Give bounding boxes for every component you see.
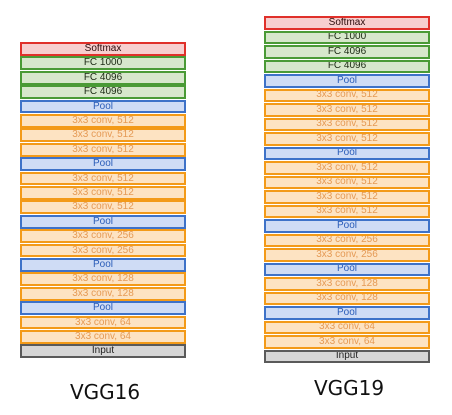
- layer-conv: 3x3 conv, 256: [20, 229, 186, 243]
- layer-pool: Pool: [20, 258, 186, 272]
- layer-input: Input: [20, 344, 186, 358]
- layer-pool: Pool: [20, 301, 186, 315]
- layer-conv: 3x3 conv, 512: [264, 205, 430, 219]
- layer-pool: Pool: [264, 74, 430, 88]
- layer-fc: FC 4096: [20, 71, 186, 85]
- vgg19-caption: VGG19: [314, 376, 384, 400]
- layer-pool: Pool: [20, 215, 186, 229]
- layer-conv: 3x3 conv, 512: [264, 161, 430, 175]
- layer-conv: 3x3 conv, 128: [20, 272, 186, 286]
- layer-softmax: Softmax: [264, 16, 430, 30]
- layer-softmax: Softmax: [20, 42, 186, 56]
- layer-conv: 3x3 conv, 512: [264, 103, 430, 117]
- layer-conv: 3x3 conv, 256: [264, 234, 430, 248]
- layer-conv: 3x3 conv, 256: [20, 244, 186, 258]
- layer-conv: 3x3 conv, 128: [264, 277, 430, 291]
- layer-pool: Pool: [264, 147, 430, 161]
- layer-conv: 3x3 conv, 512: [264, 190, 430, 204]
- layer-conv: 3x3 conv, 512: [20, 186, 186, 200]
- layer-fc: FC 4096: [264, 60, 430, 74]
- layer-conv: 3x3 conv, 512: [264, 132, 430, 146]
- layer-conv: 3x3 conv, 512: [20, 128, 186, 142]
- layer-conv: 3x3 conv, 128: [20, 287, 186, 301]
- vgg16-caption: VGG16: [70, 380, 140, 404]
- layer-conv: 3x3 conv, 128: [264, 292, 430, 306]
- layer-input: Input: [264, 350, 430, 364]
- layer-conv: 3x3 conv, 512: [20, 172, 186, 186]
- layer-conv: 3x3 conv, 256: [264, 248, 430, 262]
- vgg16-layer-stack: Softmax FC 1000 FC 4096 FC 4096 Pool 3x3 conv…: [20, 42, 186, 359]
- layer-fc: FC 1000: [20, 56, 186, 70]
- layer-conv: 3x3 conv, 512: [264, 118, 430, 132]
- layer-conv: 3x3 conv, 512: [264, 176, 430, 190]
- vgg19-layer-stack: Softmax FC 1000 FC 4096 FC 4096 Pool 3x3 conv…: [264, 16, 430, 364]
- layer-conv: 3x3 conv, 512: [20, 143, 186, 157]
- layer-fc: FC 4096: [264, 45, 430, 59]
- layer-conv: 3x3 conv, 64: [20, 316, 186, 330]
- layer-pool: Pool: [264, 306, 430, 320]
- layer-pool: Pool: [20, 157, 186, 171]
- layer-fc: FC 4096: [20, 85, 186, 99]
- layer-pool: Pool: [20, 100, 186, 114]
- layer-conv: 3x3 conv, 512: [264, 89, 430, 103]
- layer-pool: Pool: [264, 219, 430, 233]
- layer-conv: 3x3 conv, 512: [20, 200, 186, 214]
- layer-conv: 3x3 conv, 64: [264, 321, 430, 335]
- layer-conv: 3x3 conv, 512: [20, 114, 186, 128]
- layer-conv: 3x3 conv, 64: [20, 330, 186, 344]
- layer-pool: Pool: [264, 263, 430, 277]
- layer-conv: 3x3 conv, 64: [264, 335, 430, 349]
- layer-fc: FC 1000: [264, 31, 430, 45]
